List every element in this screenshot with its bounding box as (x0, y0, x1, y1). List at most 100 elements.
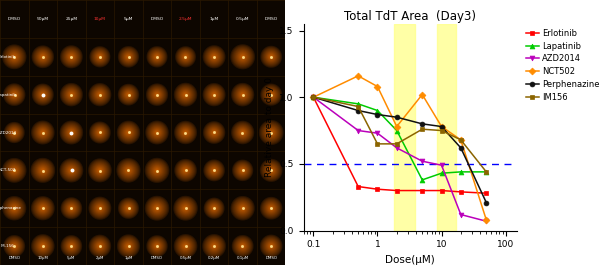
AZD2014 (374, 132, 381, 135)
Line: Lapatinib: Lapatinib (311, 95, 489, 182)
Polygon shape (237, 203, 248, 213)
Polygon shape (177, 162, 194, 179)
Polygon shape (203, 45, 225, 68)
Text: Perphenazine: Perphenazine (0, 206, 21, 210)
Polygon shape (60, 83, 83, 106)
Polygon shape (35, 86, 51, 103)
Polygon shape (263, 86, 279, 103)
Polygon shape (239, 129, 246, 136)
Polygon shape (121, 50, 136, 64)
Polygon shape (91, 237, 108, 255)
Polygon shape (209, 165, 219, 176)
Polygon shape (67, 91, 75, 99)
Polygon shape (67, 52, 76, 61)
Polygon shape (237, 52, 248, 62)
Text: 0.1μM: 0.1μM (237, 256, 249, 260)
Polygon shape (233, 85, 252, 104)
Polygon shape (41, 244, 45, 248)
Polygon shape (66, 51, 77, 63)
Polygon shape (207, 126, 221, 139)
Polygon shape (96, 129, 103, 136)
Polygon shape (237, 89, 248, 100)
Polygon shape (61, 160, 81, 180)
Polygon shape (10, 204, 18, 212)
Polygon shape (145, 121, 169, 144)
Polygon shape (237, 165, 248, 176)
Polygon shape (40, 130, 46, 135)
Text: DMSO: DMSO (265, 256, 277, 260)
Polygon shape (206, 124, 222, 141)
Polygon shape (178, 163, 193, 178)
Polygon shape (35, 125, 50, 140)
Polygon shape (149, 162, 165, 179)
Polygon shape (9, 241, 20, 251)
Polygon shape (69, 167, 75, 173)
Polygon shape (124, 242, 132, 250)
Polygon shape (96, 166, 104, 174)
Polygon shape (148, 86, 165, 103)
Polygon shape (210, 128, 219, 137)
IM156 (393, 142, 400, 145)
Polygon shape (123, 203, 134, 214)
Polygon shape (125, 91, 132, 98)
Polygon shape (93, 163, 107, 177)
Erlotinib (438, 189, 445, 192)
Polygon shape (147, 160, 167, 181)
Polygon shape (34, 47, 52, 66)
Polygon shape (213, 207, 215, 209)
Polygon shape (65, 50, 78, 64)
Polygon shape (90, 236, 110, 257)
Polygon shape (38, 241, 47, 251)
Polygon shape (234, 161, 251, 179)
Polygon shape (66, 89, 77, 100)
IM156 (310, 96, 317, 99)
Polygon shape (269, 243, 274, 249)
Polygon shape (150, 163, 164, 178)
Polygon shape (99, 132, 101, 133)
Polygon shape (124, 166, 132, 174)
Polygon shape (242, 207, 243, 209)
Polygon shape (260, 159, 282, 182)
Polygon shape (124, 204, 133, 213)
Polygon shape (176, 123, 195, 142)
Polygon shape (234, 48, 251, 65)
Polygon shape (264, 163, 279, 178)
Polygon shape (120, 199, 137, 217)
Polygon shape (10, 166, 19, 174)
Polygon shape (12, 206, 16, 210)
Polygon shape (269, 93, 273, 96)
Polygon shape (123, 51, 134, 62)
Polygon shape (178, 88, 192, 101)
Polygon shape (236, 50, 250, 64)
Polygon shape (7, 125, 22, 140)
Polygon shape (238, 166, 247, 175)
Polygon shape (31, 158, 55, 183)
Polygon shape (176, 85, 195, 105)
Polygon shape (31, 159, 54, 182)
Polygon shape (266, 51, 276, 62)
Polygon shape (121, 87, 136, 102)
Polygon shape (269, 92, 274, 98)
Polygon shape (235, 87, 251, 103)
Polygon shape (94, 202, 106, 214)
Polygon shape (207, 125, 222, 140)
Polygon shape (235, 125, 251, 140)
Polygon shape (206, 86, 223, 103)
Polygon shape (238, 241, 247, 251)
Polygon shape (63, 86, 80, 103)
Polygon shape (180, 127, 191, 138)
Polygon shape (127, 245, 129, 247)
Text: 25μM: 25μM (66, 17, 78, 21)
Polygon shape (93, 88, 106, 101)
Polygon shape (181, 90, 191, 100)
Polygon shape (38, 203, 47, 213)
Polygon shape (231, 83, 254, 107)
Polygon shape (94, 240, 106, 252)
Polygon shape (64, 49, 79, 64)
Polygon shape (266, 204, 276, 213)
Polygon shape (204, 46, 225, 67)
Polygon shape (120, 86, 136, 103)
Polygon shape (241, 169, 245, 172)
Polygon shape (153, 242, 160, 250)
Polygon shape (262, 123, 281, 142)
